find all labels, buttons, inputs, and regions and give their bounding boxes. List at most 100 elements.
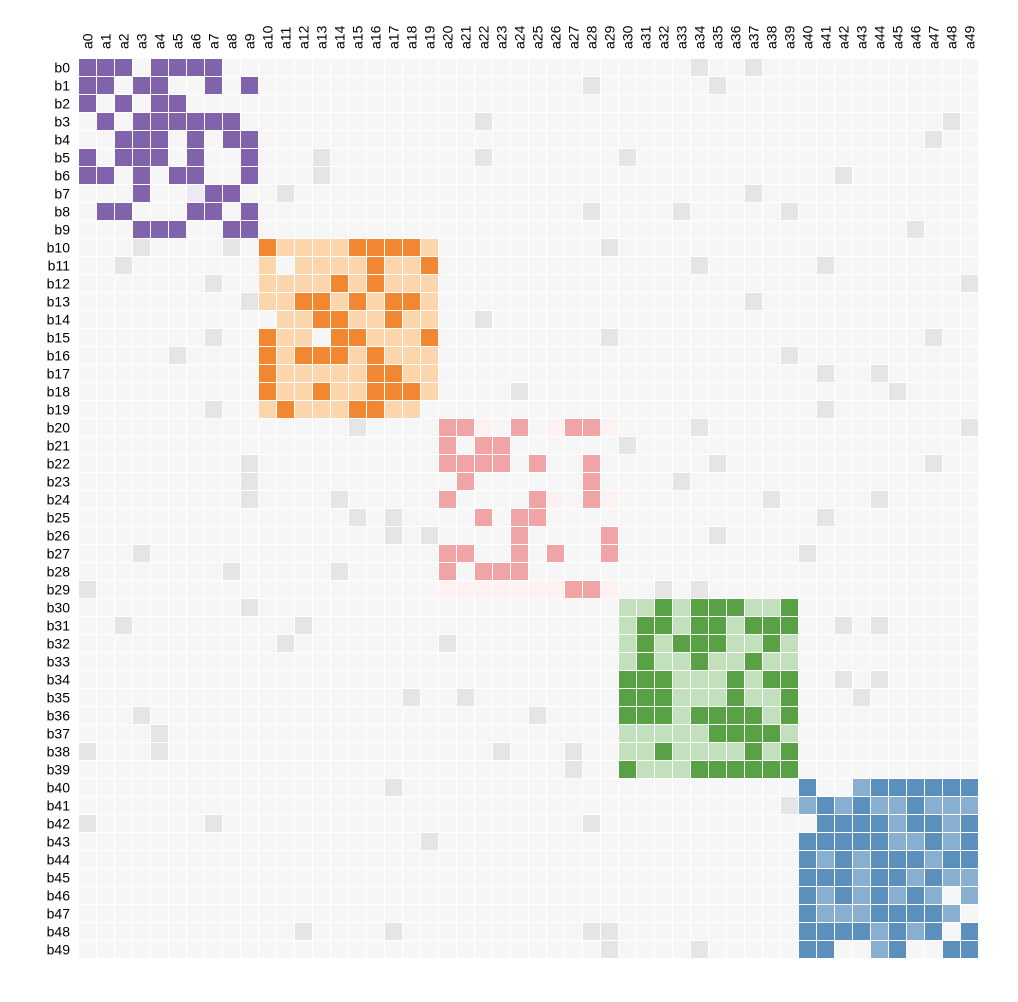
cell-b7-a28 — [583, 185, 600, 202]
cell-b47-a11 — [277, 905, 294, 922]
cell-b24-a43 — [853, 491, 870, 508]
cell-b4-a1 — [97, 131, 114, 148]
cell-b11-a24 — [511, 257, 528, 274]
cell-b25-a7 — [205, 509, 222, 526]
cell-b44-a23 — [493, 851, 510, 868]
cell-b45-a43 — [853, 869, 870, 886]
cell-b10-a44 — [871, 239, 888, 256]
cell-b8-a25 — [529, 203, 546, 220]
cell-b3-a31 — [637, 113, 654, 130]
cell-b40-a14 — [331, 779, 348, 796]
cell-b16-a7 — [205, 347, 222, 364]
cell-b44-a27 — [565, 851, 582, 868]
cell-b4-a8 — [223, 131, 240, 148]
cell-b47-a27 — [565, 905, 582, 922]
cell-b28-a5 — [169, 563, 186, 580]
cell-b42-a3 — [133, 815, 150, 832]
cell-b31-a18 — [403, 617, 420, 634]
row-label: b30 — [47, 600, 71, 616]
cell-b24-a6 — [187, 491, 204, 508]
cell-b30-a44 — [871, 599, 888, 616]
cell-b8-a27 — [565, 203, 582, 220]
cell-b5-a0 — [79, 149, 96, 166]
cell-b29-a9 — [241, 581, 258, 598]
cell-b19-a8 — [223, 401, 240, 418]
cell-b6-a38 — [763, 167, 780, 184]
cell-b38-a49 — [961, 743, 978, 760]
cell-b42-a45 — [889, 815, 906, 832]
cell-b23-a36 — [727, 473, 744, 490]
cell-b39-a11 — [277, 761, 294, 778]
cell-b22-a4 — [151, 455, 168, 472]
cell-b45-a4 — [151, 869, 168, 886]
cell-b26-a42 — [835, 527, 852, 544]
cell-b46-a45 — [889, 887, 906, 904]
cell-b4-a10 — [259, 131, 276, 148]
cell-b44-a12 — [295, 851, 312, 868]
cell-b6-a37 — [745, 167, 762, 184]
cell-b43-a45 — [889, 833, 906, 850]
cell-b3-a25 — [529, 113, 546, 130]
cell-b6-a44 — [871, 167, 888, 184]
cell-b15-a40 — [799, 329, 816, 346]
cell-b10-a0 — [79, 239, 96, 256]
cell-b8-a32 — [655, 203, 672, 220]
cell-b24-a3 — [133, 491, 150, 508]
cell-b38-a40 — [799, 743, 816, 760]
cell-b19-a14 — [331, 401, 348, 418]
cell-b46-a20 — [439, 887, 456, 904]
cell-b30-a19 — [421, 599, 438, 616]
row-label: b10 — [47, 240, 71, 256]
cell-b40-a7 — [205, 779, 222, 796]
cell-b31-a0 — [79, 617, 96, 634]
cell-b4-a45 — [889, 131, 906, 148]
cell-b8-a41 — [817, 203, 834, 220]
cell-b26-a38 — [763, 527, 780, 544]
cell-b25-a9 — [241, 509, 258, 526]
cell-b36-a3 — [133, 707, 150, 724]
cell-b27-a1 — [97, 545, 114, 562]
cell-b10-a13 — [313, 239, 330, 256]
row-label: b39 — [47, 762, 71, 778]
cell-b35-a32 — [655, 689, 672, 706]
cell-b29-a48 — [943, 581, 960, 598]
cell-b12-a45 — [889, 275, 906, 292]
cell-b28-a0 — [79, 563, 96, 580]
cell-b49-a41 — [817, 941, 834, 958]
cell-b31-a41 — [817, 617, 834, 634]
cell-b40-a8 — [223, 779, 240, 796]
cell-b18-a15 — [349, 383, 366, 400]
cell-b46-a18 — [403, 887, 420, 904]
cell-b35-a25 — [529, 689, 546, 706]
cell-b2-a32 — [655, 95, 672, 112]
cell-b35-a13 — [313, 689, 330, 706]
cell-b28-a3 — [133, 563, 150, 580]
cell-b34-a42 — [835, 671, 852, 688]
cell-b27-a35 — [709, 545, 726, 562]
cell-b17-a3 — [133, 365, 150, 382]
cell-b48-a21 — [457, 923, 474, 940]
cell-b32-a9 — [241, 635, 258, 652]
cell-b39-a49 — [961, 761, 978, 778]
cell-b47-a49 — [961, 905, 978, 922]
cell-b0-a18 — [403, 59, 420, 76]
cell-b1-a25 — [529, 77, 546, 94]
cell-b1-a1 — [97, 77, 114, 94]
cell-b9-a8 — [223, 221, 240, 238]
cell-b38-a22 — [475, 743, 492, 760]
cell-b18-a43 — [853, 383, 870, 400]
row-label: b3 — [54, 114, 70, 130]
cell-b30-a24 — [511, 599, 528, 616]
cell-b0-a7 — [205, 59, 222, 76]
cell-b39-a22 — [475, 761, 492, 778]
cell-b41-a46 — [907, 797, 924, 814]
cell-b31-a7 — [205, 617, 222, 634]
row-label: b32 — [47, 636, 71, 652]
cell-b35-a37 — [745, 689, 762, 706]
cell-b8-a12 — [295, 203, 312, 220]
cell-b41-a12 — [295, 797, 312, 814]
cell-b38-a16 — [367, 743, 384, 760]
column-label: a29 — [602, 25, 618, 49]
cell-b3-a28 — [583, 113, 600, 130]
cell-b14-a15 — [349, 311, 366, 328]
